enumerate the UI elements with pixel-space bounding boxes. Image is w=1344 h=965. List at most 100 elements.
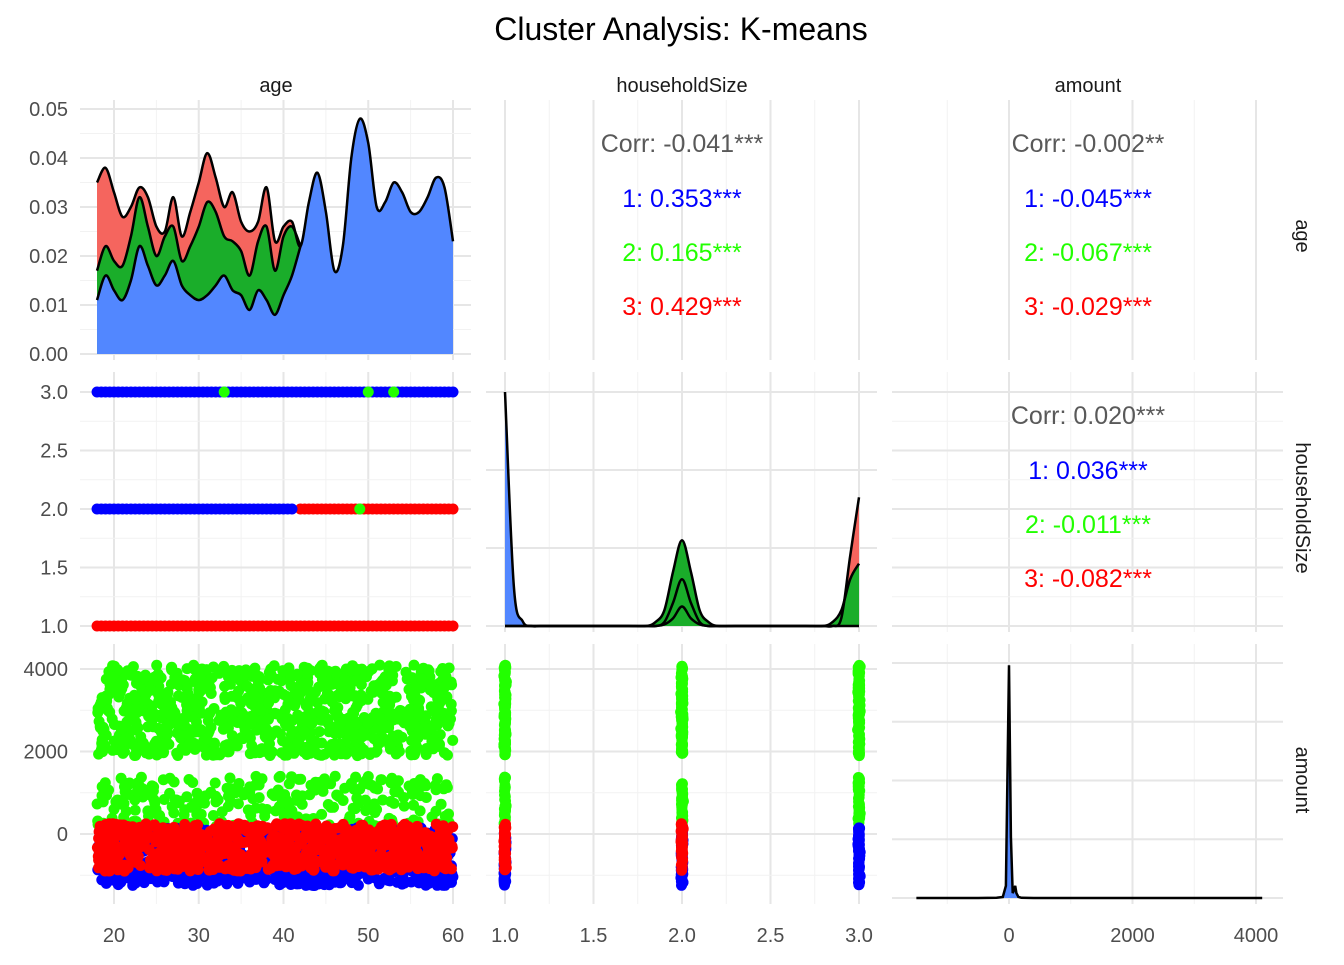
- point-cluster-2: [301, 684, 313, 696]
- point-cluster-2: [442, 749, 453, 761]
- x-tick-label-householdSize: 3.0: [845, 925, 873, 947]
- point-cluster-2: [393, 745, 405, 757]
- row-strip-label-age: age: [1291, 219, 1313, 252]
- point-cluster-1: [396, 878, 408, 890]
- point-cluster-3: [306, 859, 318, 871]
- point-cluster-2: [439, 680, 451, 692]
- point-cluster-2: [311, 697, 323, 709]
- point-cluster-2: [499, 707, 511, 719]
- point-cluster-2: [499, 791, 511, 803]
- point-cluster-3: [262, 843, 274, 855]
- point-cluster-2: [91, 798, 103, 810]
- point-cluster-2: [241, 680, 253, 692]
- point-cluster-2: [445, 698, 457, 710]
- point-cluster-3: [386, 837, 398, 849]
- point-cluster-2: [351, 792, 363, 804]
- x-tick-label-age: 40: [272, 925, 294, 947]
- point-cluster-3: [373, 824, 385, 836]
- point-cluster-1: [852, 833, 864, 845]
- point-cluster-1: [853, 857, 865, 869]
- point-cluster-2: [341, 685, 352, 697]
- point-cluster-2: [431, 773, 443, 785]
- point-cluster-2: [328, 801, 339, 813]
- point-cluster-2: [391, 708, 402, 720]
- point-cluster-1: [345, 875, 357, 887]
- point-cluster-2: [179, 804, 191, 816]
- point-cluster-1: [853, 843, 865, 855]
- point-cluster-2: [190, 738, 202, 750]
- point-cluster-2: [499, 774, 510, 785]
- point-cluster-2: [93, 748, 105, 760]
- point-cluster-2: [230, 787, 241, 799]
- point-cluster-2: [359, 794, 371, 806]
- point-cluster-2: [675, 706, 687, 717]
- point-cluster-3: [499, 842, 511, 854]
- point-cluster-2: [447, 734, 459, 746]
- density-area-cluster-2: [505, 540, 859, 627]
- point-cluster-2: [351, 699, 363, 711]
- point-cluster-3: [385, 818, 397, 830]
- point-cluster-3: [345, 862, 357, 874]
- point-cluster-2: [255, 743, 267, 755]
- x-tick-label-age: 20: [103, 925, 125, 947]
- point-cluster-3: [289, 854, 301, 866]
- point-cluster-2: [204, 708, 216, 720]
- point-cluster-2: [275, 728, 286, 740]
- point-cluster-2: [183, 774, 195, 785]
- point-cluster-2: [153, 687, 165, 699]
- point-cluster-2: [398, 800, 410, 812]
- corr-age-amount-cluster-2: 2: -0.067***: [1024, 239, 1152, 267]
- point-cluster-3: [386, 862, 398, 874]
- point-cluster-2: [191, 795, 203, 807]
- x-tick-label-age: 30: [188, 925, 210, 947]
- point-cluster-2: [284, 668, 296, 680]
- point-cluster-3: [406, 840, 418, 852]
- point-cluster-2: [372, 783, 384, 795]
- point-cluster-2: [422, 664, 434, 676]
- point-cluster-1: [323, 879, 335, 891]
- point-cluster-3: [214, 861, 226, 873]
- point-cluster-2: [276, 796, 288, 808]
- point-cluster-2: [423, 723, 435, 735]
- y-tick-label-amount: 4000: [24, 659, 69, 681]
- point-cluster-2: [435, 666, 447, 678]
- point-cluster-2: [118, 798, 130, 809]
- point-cluster-2: [388, 386, 400, 398]
- point-cluster-2: [362, 717, 374, 729]
- point-cluster-1: [261, 873, 272, 885]
- point-cluster-2: [312, 748, 324, 760]
- point-cluster-2: [676, 693, 687, 705]
- chart-title: Cluster Analysis: K-means: [494, 11, 867, 47]
- point-cluster-2: [246, 740, 258, 751]
- point-cluster-2: [129, 750, 141, 761]
- point-cluster-3: [326, 823, 338, 835]
- point-cluster-2: [264, 750, 276, 761]
- point-cluster-2: [117, 735, 129, 747]
- point-cluster-3: [447, 503, 459, 515]
- point-cluster-2: [201, 733, 213, 745]
- point-cluster-2: [354, 503, 366, 515]
- point-cluster-2: [500, 659, 511, 671]
- point-cluster-3: [270, 819, 282, 831]
- point-cluster-2: [442, 720, 454, 732]
- point-cluster-2: [130, 703, 142, 715]
- point-cluster-2: [398, 792, 410, 803]
- point-cluster-2: [181, 705, 193, 717]
- point-cluster-3: [304, 831, 315, 843]
- x-tick-label-householdSize: 1.5: [580, 925, 608, 947]
- point-cluster-2: [430, 784, 442, 796]
- point-cluster-2: [137, 737, 149, 749]
- point-cluster-2: [384, 739, 396, 751]
- point-cluster-2: [224, 706, 235, 718]
- y-tick-label-density: 0.01: [29, 295, 68, 317]
- corr-householdSize-amount-cluster-3: 3: -0.082***: [1024, 565, 1152, 593]
- point-cluster-2: [179, 675, 191, 687]
- point-cluster-2: [192, 664, 204, 676]
- point-cluster-2: [268, 790, 280, 802]
- point-cluster-3: [262, 863, 274, 875]
- point-cluster-2: [420, 792, 432, 803]
- point-cluster-2: [183, 729, 195, 741]
- corr-age-householdSize-overall: Corr: -0.041***: [601, 130, 764, 158]
- point-cluster-2: [289, 700, 301, 712]
